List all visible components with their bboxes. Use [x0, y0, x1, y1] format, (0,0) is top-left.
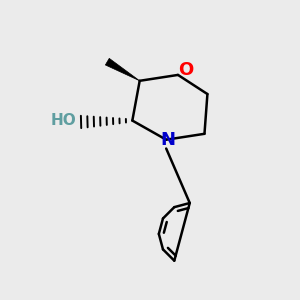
Text: HO: HO: [51, 113, 76, 128]
Text: N: N: [160, 131, 175, 149]
Text: O: O: [178, 61, 194, 79]
Polygon shape: [105, 58, 140, 81]
